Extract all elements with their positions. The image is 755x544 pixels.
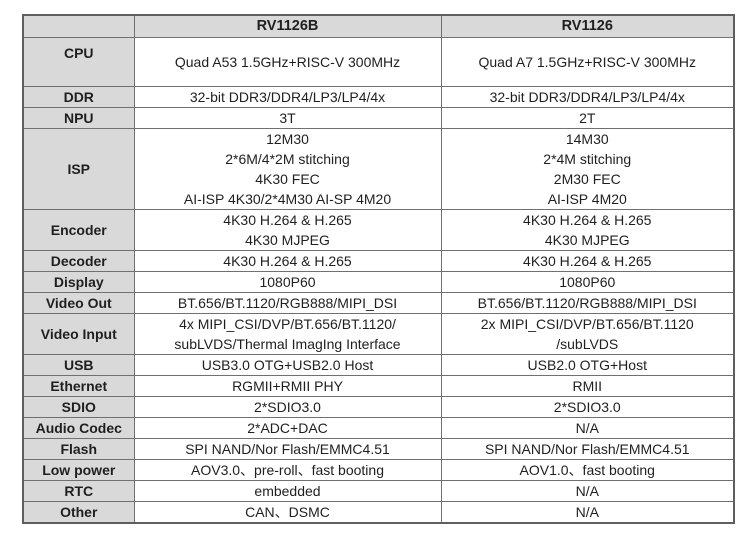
row-label-cpu: CPU — [22, 36, 135, 87]
table-row-isp: ISP 12M30 2*6M/4*2M stitching 4K30 FEC A… — [22, 127, 735, 210]
cell-isp-rv1126b: 12M30 2*6M/4*2M stitching 4K30 FEC AI-IS… — [133, 127, 442, 210]
cell-ddr-rv1126b: 32-bit DDR3/DDR4/LP3/LP4/4x — [133, 85, 442, 108]
header-row: RV1126B RV1126 — [22, 14, 735, 38]
cell-video-input-rv1126b: 4x MIPI_CSI/DVP/BT.656/BT.1120/ subLVDS/… — [133, 312, 442, 355]
cell-cpu-rv1126: Quad A7 1.5GHz+RISC-V 300MHz — [440, 36, 735, 87]
cell-low-power-rv1126b: AOV3.0、pre-roll、fast booting — [133, 458, 442, 481]
cell-display-rv1126b: 1080P60 — [133, 270, 442, 293]
cell-sdio-rv1126b: 2*SDIO3.0 — [133, 395, 442, 418]
table-row-ethernet: Ethernet RGMII+RMII PHY RMII — [22, 374, 735, 397]
row-label-usb: USB — [22, 353, 135, 376]
header-empty-cell — [22, 14, 135, 38]
spec-comparison-table: RV1126B RV1126 CPU Quad A53 1.5GHz+RISC-… — [22, 14, 735, 524]
table-row-low-power: Low power AOV3.0、pre-roll、fast booting A… — [22, 458, 735, 481]
cell-display-rv1126: 1080P60 — [440, 270, 735, 293]
table-row-video-input: Video Input 4x MIPI_CSI/DVP/BT.656/BT.11… — [22, 312, 735, 355]
row-label-decoder: Decoder — [22, 249, 135, 272]
row-label-flash: Flash — [22, 437, 135, 460]
cell-other-rv1126: N/A — [440, 500, 735, 523]
cell-flash-rv1126b: SPI NAND/Nor Flash/EMMC4.51 — [133, 437, 442, 460]
cell-npu-rv1126b: 3T — [133, 106, 442, 129]
row-label-ddr: DDR — [22, 85, 135, 108]
cell-audio-codec-rv1126: N/A — [440, 416, 735, 439]
cell-isp-rv1126: 14M30 2*4M stitching 2M30 FEC AI-ISP 4M2… — [440, 127, 735, 210]
table-row-video-out: Video Out BT.656/BT.1120/RGB888/MIPI_DSI… — [22, 291, 735, 314]
cell-npu-rv1126: 2T — [440, 106, 735, 129]
table-row-encoder: Encoder 4K30 H.264 & H.265 4K30 MJPEG 4K… — [22, 208, 735, 251]
cell-other-rv1126b: CAN、DSMC — [133, 500, 442, 523]
cell-usb-rv1126b: USB3.0 OTG+USB2.0 Host — [133, 353, 442, 376]
header-rv1126: RV1126 — [440, 14, 735, 38]
row-label-audio-codec: Audio Codec — [22, 416, 135, 439]
table-row-sdio: SDIO 2*SDIO3.0 2*SDIO3.0 — [22, 395, 735, 418]
cell-encoder-rv1126b: 4K30 H.264 & H.265 4K30 MJPEG — [133, 208, 442, 251]
table-row-npu: NPU 3T 2T — [22, 106, 735, 129]
cell-ddr-rv1126: 32-bit DDR3/DDR4/LP3/LP4/4x — [440, 85, 735, 108]
cell-rtc-rv1126b: embedded — [133, 479, 442, 502]
table-row-ddr: DDR 32-bit DDR3/DDR4/LP3/LP4/4x 32-bit D… — [22, 85, 735, 108]
cell-decoder-rv1126b: 4K30 H.264 & H.265 — [133, 249, 442, 272]
cell-video-input-rv1126: 2x MIPI_CSI/DVP/BT.656/BT.1120 /subLVDS — [440, 312, 735, 355]
table-row-rtc: RTC embedded N/A — [22, 479, 735, 502]
cell-video-out-rv1126: BT.656/BT.1120/RGB888/MIPI_DSI — [440, 291, 735, 314]
cell-encoder-rv1126: 4K30 H.264 & H.265 4K30 MJPEG — [440, 208, 735, 251]
table-row-flash: Flash SPI NAND/Nor Flash/EMMC4.51 SPI NA… — [22, 437, 735, 460]
row-label-isp: ISP — [22, 127, 135, 210]
cell-decoder-rv1126: 4K30 H.264 & H.265 — [440, 249, 735, 272]
cell-flash-rv1126: SPI NAND/Nor Flash/EMMC4.51 — [440, 437, 735, 460]
row-label-ethernet: Ethernet — [22, 374, 135, 397]
cell-ethernet-rv1126: RMII — [440, 374, 735, 397]
row-label-npu: NPU — [22, 106, 135, 129]
table-row-other: Other CAN、DSMC N/A — [22, 500, 735, 523]
row-label-sdio: SDIO — [22, 395, 135, 418]
cell-usb-rv1126: USB2.0 OTG+Host — [440, 353, 735, 376]
table-row-cpu: CPU Quad A53 1.5GHz+RISC-V 300MHz Quad A… — [22, 36, 735, 87]
table-row-audio-codec: Audio Codec 2*ADC+DAC N/A — [22, 416, 735, 439]
table-row-usb: USB USB3.0 OTG+USB2.0 Host USB2.0 OTG+Ho… — [22, 353, 735, 376]
table-row-decoder: Decoder 4K30 H.264 & H.265 4K30 H.264 & … — [22, 249, 735, 272]
row-label-video-input: Video Input — [22, 312, 135, 355]
header-rv1126b: RV1126B — [133, 14, 442, 38]
cell-ethernet-rv1126b: RGMII+RMII PHY — [133, 374, 442, 397]
row-label-display: Display — [22, 270, 135, 293]
row-label-other: Other — [22, 500, 135, 523]
row-label-video-out: Video Out — [22, 291, 135, 314]
cell-cpu-rv1126b: Quad A53 1.5GHz+RISC-V 300MHz — [133, 36, 442, 87]
table-row-display: Display 1080P60 1080P60 — [22, 270, 735, 293]
cell-rtc-rv1126: N/A — [440, 479, 735, 502]
cell-sdio-rv1126: 2*SDIO3.0 — [440, 395, 735, 418]
cell-video-out-rv1126b: BT.656/BT.1120/RGB888/MIPI_DSI — [133, 291, 442, 314]
row-label-encoder: Encoder — [22, 208, 135, 251]
row-label-rtc: RTC — [22, 479, 135, 502]
row-label-low-power: Low power — [22, 458, 135, 481]
cell-audio-codec-rv1126b: 2*ADC+DAC — [133, 416, 442, 439]
cell-low-power-rv1126: AOV1.0、fast booting — [440, 458, 735, 481]
